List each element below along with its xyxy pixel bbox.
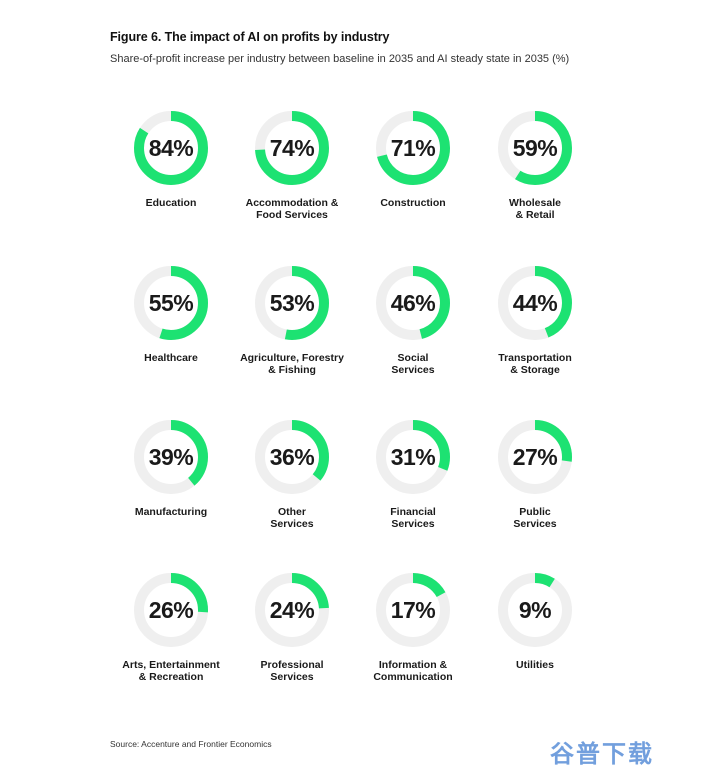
donut-chart [376,266,450,340]
donut-item: 84% Education [106,109,236,209]
donut-value-label: 26% [148,596,194,623]
donut-category-label: Utilities [516,659,554,671]
donut-item: 39% Manufacturing [106,418,236,518]
donut-category-label: Professional Services [260,659,324,683]
donut-value-label: 84% [148,134,194,161]
donut-category-label: Education [145,197,197,209]
donut-chart [134,573,208,647]
donut-arc [255,111,329,185]
donut-arc [134,266,208,340]
donut-arc [376,111,450,185]
donut-value-label: 71% [390,134,436,161]
donut-chart [376,573,450,647]
donut-value-label: 74% [269,134,315,161]
donut-category-label: Information & Communication [373,659,453,683]
donut-item: 9% Utilities [470,571,600,671]
donut-chart [255,573,329,647]
donut-value-label: 9% [518,596,552,623]
donut-arc [376,266,450,340]
donut-category-label: Transportation & Storage [498,352,572,376]
donut-value-label: 53% [269,289,315,316]
donut-arc [498,266,572,340]
watermark-logo: 谷普下载 [550,741,654,768]
donut-value-label: 55% [148,289,194,316]
donut-arc [134,573,208,647]
donut-value-label: 24% [269,596,315,623]
donut-arc [498,420,572,494]
donut-chart [255,111,329,185]
donut-category-label: Manufacturing [134,506,208,518]
donut-arc [255,420,329,494]
donut-item: 71% Construction [348,109,478,209]
donut-chart [376,420,450,494]
donut-category-label: Agriculture, Forestry & Fishing [240,352,344,376]
donut-category-label: Construction [380,197,446,209]
donut-value-label: 44% [512,289,558,316]
donut-value-label: 39% [148,443,194,470]
donut-category-label: Wholesale & Retail [509,197,561,221]
donut-item: 44% Transportation & Storage [470,264,600,376]
source-note: Source: Accenture and Frontier Economics [110,739,272,749]
donut-arc [255,266,329,340]
chart-title: Figure 6. The impact of AI on profits by… [110,30,390,44]
donut-item: 31% Financial Services [348,418,478,530]
donut-arc [376,573,450,647]
donut-chart [134,111,208,185]
donut-value-label: 36% [269,443,315,470]
donut-item: 53% Agriculture, Forestry & Fishing [227,264,357,376]
donut-chart [498,111,572,185]
donut-chart [134,266,208,340]
donut-category-label: Accommodation & Food Services [245,197,339,221]
donut-arc [255,573,329,647]
donut-chart [498,266,572,340]
donut-item: 24% Professional Services [227,571,357,683]
donut-chart [498,420,572,494]
donut-item: 55% Healthcare [106,264,236,364]
donut-item: 27% Public Services [470,418,600,530]
donut-item: 46% Social Services [348,264,478,376]
donut-item: 74% Accommodation & Food Services [227,109,357,221]
donut-category-label: Public Services [513,506,557,530]
donut-category-label: Financial Services [390,506,436,530]
donut-value-label: 59% [512,134,558,161]
donut-arc [376,420,450,494]
donut-chart [255,266,329,340]
donut-item: 17% Information & Communication [348,571,478,683]
donut-arc [498,573,572,647]
donut-category-label: Other Services [270,506,314,530]
donut-item: 36% Other Services [227,418,357,530]
donut-arc [498,111,572,185]
donut-chart [134,420,208,494]
donut-value-label: 27% [512,443,558,470]
donut-chart [376,111,450,185]
donut-arc [134,111,208,185]
donut-item: 59% Wholesale & Retail [470,109,600,221]
donut-value-label: 17% [390,596,436,623]
donut-value-label: 31% [390,443,436,470]
donut-chart [498,573,572,647]
donut-category-label: Healthcare [144,352,198,364]
donut-category-label: Social Services [391,352,435,376]
donut-arc [134,420,208,494]
donut-chart [255,420,329,494]
donut-item: 26% Arts, Entertainment & Recreation [106,571,236,683]
donut-category-label: Arts, Entertainment & Recreation [122,659,220,683]
donut-value-label: 46% [390,289,436,316]
chart-subtitle: Share-of-profit increase per industry be… [110,53,570,65]
